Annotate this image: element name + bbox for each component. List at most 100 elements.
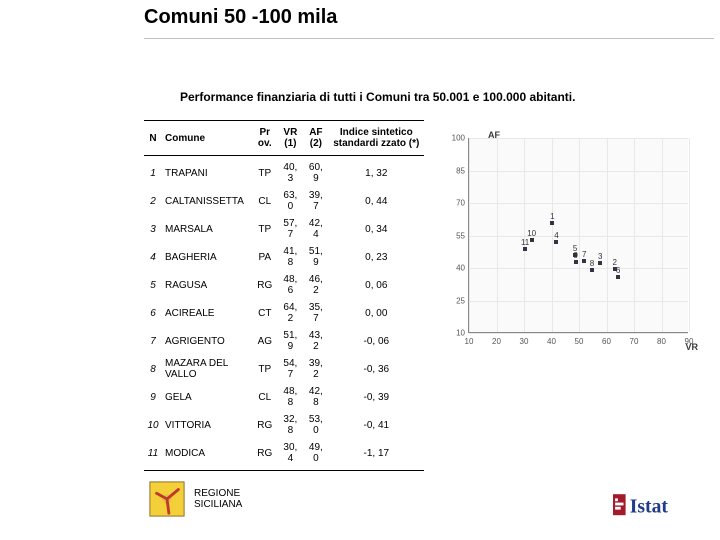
y-tick: 10 (440, 329, 468, 338)
table-cell: 4 (144, 243, 162, 271)
point-label: 4 (554, 231, 558, 240)
regione-line2: SICILIANA (194, 499, 242, 510)
table-cell: AGRIGENTO (162, 327, 252, 355)
col-vr: VR (1) (278, 121, 304, 156)
table-cell: 9 (144, 383, 162, 411)
table-cell: 42, 4 (303, 215, 328, 243)
table-cell: AG (252, 327, 278, 355)
table-cell: GELA (162, 383, 252, 411)
table-cell: 41, 8 (278, 243, 304, 271)
table-cell: 40, 3 (278, 156, 304, 188)
table-cell: 51, 9 (278, 327, 304, 355)
table-cell: 2 (144, 187, 162, 215)
table-cell: 1 (144, 156, 162, 188)
title-underline (144, 38, 714, 39)
table-cell: 6 (144, 299, 162, 327)
table-row: 11MODICARG30, 449, 0-1, 17 (144, 439, 424, 471)
table-row: 2CALTANISSETTACL63, 039, 70, 44 (144, 187, 424, 215)
table-cell: 5 (144, 271, 162, 299)
x-tick: 60 (602, 337, 611, 346)
table-row: 9GELACL48, 842, 8-0, 39 (144, 383, 424, 411)
table-cell: 64, 2 (278, 299, 304, 327)
point-label: 1 (550, 212, 554, 221)
scatter-point (530, 238, 534, 242)
x-tick: 30 (520, 337, 529, 346)
x-tick: 10 (465, 337, 474, 346)
col-indice: Indice sintetico standardi zzato (*) (329, 121, 424, 156)
y-tick: 40 (440, 264, 468, 273)
table-cell: 0, 06 (329, 271, 424, 299)
x-tick: 80 (657, 337, 666, 346)
point-label: 3 (598, 252, 602, 261)
point-label: 6 (616, 267, 620, 276)
subtitle: Performance finanziaria di tutti i Comun… (180, 90, 575, 104)
table-header-row: N Comune Pr ov. VR (1) AF (2) Indice sin… (144, 121, 424, 156)
table-cell: 39, 7 (303, 187, 328, 215)
table-cell: 7 (144, 327, 162, 355)
table-row: 5RAGUSARG48, 646, 20, 06 (144, 271, 424, 299)
table-row: 7AGRIGENTOAG51, 943, 2-0, 06 (144, 327, 424, 355)
col-prov: Pr ov. (252, 121, 278, 156)
table-row: 3MARSALATP57, 742, 40, 34 (144, 215, 424, 243)
table-cell: 53, 0 (303, 411, 328, 439)
table-cell: VITTORIA (162, 411, 252, 439)
svg-text:Istat: Istat (630, 496, 669, 517)
footer-regione: REGIONE SICILIANA (148, 480, 242, 518)
table-cell: BAGHERIA (162, 243, 252, 271)
col-n: N (144, 121, 162, 156)
table-cell: 51, 9 (303, 243, 328, 271)
x-tick: 50 (575, 337, 584, 346)
scatter-point (598, 261, 602, 265)
y-tick: 70 (440, 199, 468, 208)
sicilia-logo-icon (148, 480, 186, 518)
table-cell: RG (252, 411, 278, 439)
table-cell: RG (252, 439, 278, 471)
x-tick: 20 (492, 337, 501, 346)
table-cell: CT (252, 299, 278, 327)
table-row: 10VITTORIARG32, 853, 0-0, 41 (144, 411, 424, 439)
table-cell: 8 (144, 355, 162, 383)
table-cell: 42, 8 (303, 383, 328, 411)
table-cell: TP (252, 355, 278, 383)
table-cell: RG (252, 271, 278, 299)
table-cell: MARSALA (162, 215, 252, 243)
table-cell: 0, 44 (329, 187, 424, 215)
table-cell: CALTANISSETTA (162, 187, 252, 215)
y-tick: 85 (440, 166, 468, 175)
table-row: 4BAGHERIAPA41, 851, 90, 23 (144, 243, 424, 271)
point-label: 11 (521, 238, 529, 247)
table-cell: 3 (144, 215, 162, 243)
table-cell: -0, 36 (329, 355, 424, 383)
point-label: 8 (590, 259, 594, 268)
table-cell: 48, 8 (278, 383, 304, 411)
table-cell: 35, 7 (303, 299, 328, 327)
table-cell: -1, 17 (329, 439, 424, 471)
data-table: N Comune Pr ov. VR (1) AF (2) Indice sin… (144, 120, 424, 471)
point-label: 10 (527, 229, 536, 238)
table-cell: 10 (144, 411, 162, 439)
scatter-point (574, 260, 578, 264)
table-cell: -0, 41 (329, 411, 424, 439)
col-af: AF (2) (303, 121, 328, 156)
table-cell: 11 (144, 439, 162, 471)
scatter-point (554, 240, 558, 244)
page-title: Comuni 50 -100 mila (144, 6, 337, 29)
table-cell: 0, 00 (329, 299, 424, 327)
table-cell: 0, 23 (329, 243, 424, 271)
table-cell: TP (252, 156, 278, 188)
regione-line1: REGIONE (194, 488, 242, 499)
table-cell: MAZARA DEL VALLO (162, 355, 252, 383)
x-tick: 40 (547, 337, 556, 346)
point-label: 2 (613, 258, 617, 267)
table-cell: 48, 6 (278, 271, 304, 299)
table-cell: 49, 0 (303, 439, 328, 471)
point-label: 9 (573, 251, 577, 260)
x-axis-label: VR (685, 342, 698, 352)
table-cell: RAGUSA (162, 271, 252, 299)
table-cell: ACIREALE (162, 299, 252, 327)
table-cell: CL (252, 383, 278, 411)
scatter-chart: AF 1020304050607080901234567891011 VR 10… (440, 130, 700, 360)
col-comune: Comune (162, 121, 252, 156)
table-row: 8MAZARA DEL VALLOTP54, 739, 2-0, 36 (144, 355, 424, 383)
x-tick: 70 (630, 337, 639, 346)
